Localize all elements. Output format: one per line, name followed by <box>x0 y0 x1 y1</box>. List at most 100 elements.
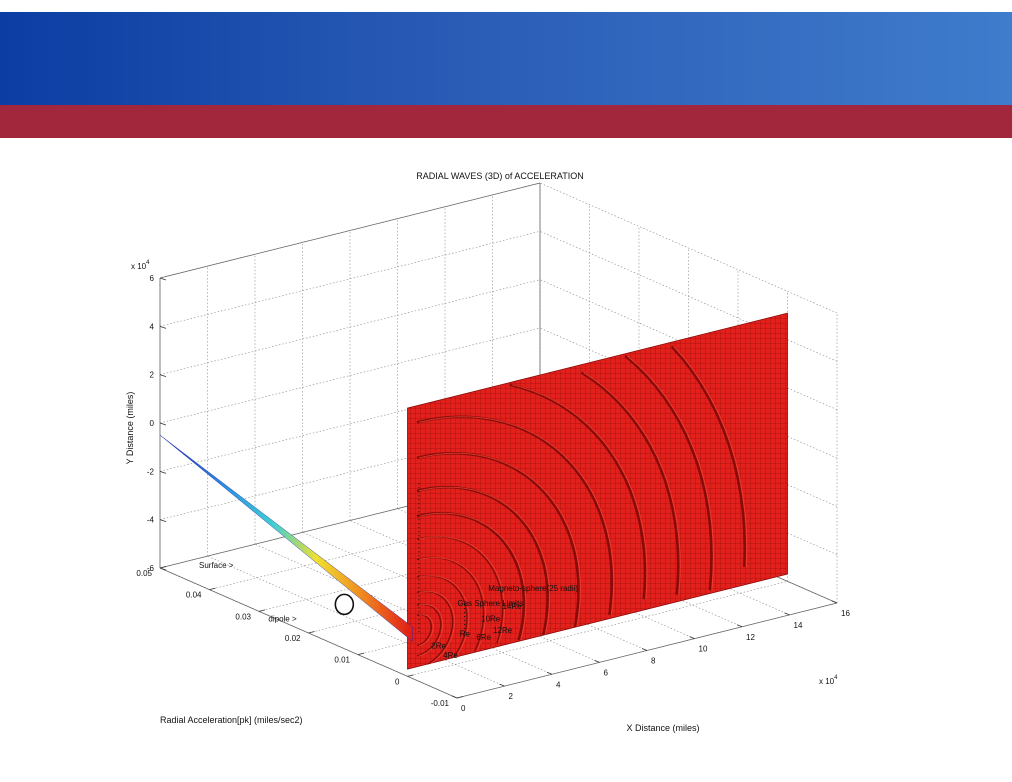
x-tick-mark <box>499 683 505 687</box>
annotation-6re: 6Re <box>476 633 491 642</box>
y-tick-label: -2 <box>147 467 155 476</box>
z-axis-ticks: -0.01 0 0.01 0.02 0.03 0.04 0.05 <box>136 566 464 708</box>
y-tick-mark <box>159 277 167 281</box>
y-axis-ticks: -6 -4 -2 0 2 4 6 <box>147 274 167 573</box>
y-tick-label: 2 <box>150 371 155 380</box>
grid-line <box>254 543 553 675</box>
x-tick-label: 2 <box>509 692 514 701</box>
annotation-dipole: dipole > <box>268 615 297 624</box>
y-tick-label: 6 <box>150 274 155 283</box>
ripple-ring <box>416 603 442 657</box>
grid-line <box>159 182 541 279</box>
z-tick-mark <box>357 652 365 656</box>
z-tick-label: 0.05 <box>136 569 152 578</box>
grid-line <box>456 602 838 699</box>
ripple-highlight <box>673 346 748 568</box>
x-tick-label: 12 <box>746 633 755 642</box>
grid-line <box>159 231 541 327</box>
y-tick-label: -6 <box>147 564 155 573</box>
y-axis-label: Y Distance (miles) <box>125 392 135 465</box>
x-axis-label: X Distance (miles) <box>626 723 699 733</box>
annotation-gas-sphere-limits: Gas Sphere Limits <box>457 599 523 608</box>
z-tick-label: 0.03 <box>235 612 251 621</box>
x-tick-label: 6 <box>604 668 609 677</box>
z-tick-mark <box>258 609 266 612</box>
x-tick-mark <box>689 636 695 639</box>
annotation-12re: 12Re <box>493 626 513 635</box>
ripple-highlight <box>418 557 487 652</box>
ripple-highlight <box>418 536 506 644</box>
ripple-highlight <box>418 512 527 641</box>
acceleration-surface <box>159 312 788 670</box>
ripple-ring <box>580 371 680 595</box>
x-tick-label: 10 <box>699 645 708 654</box>
ripple-highlight <box>511 384 648 600</box>
annotation-14re: 14Re <box>503 602 523 611</box>
z-tick-mark <box>308 631 315 634</box>
y-tick-label: 4 <box>150 322 155 331</box>
surface-plot: RADIAL WAVES (3D) of ACCELERATION -6 -4 -2… <box>125 171 850 733</box>
z-tick-mark <box>407 674 414 677</box>
x-tick-label: 14 <box>794 621 803 630</box>
ripple-highlight <box>418 614 434 647</box>
ripple-ring <box>624 354 713 591</box>
ripple-highlight <box>418 486 551 636</box>
y-exponent: x 104 <box>131 260 150 271</box>
surface-sheet <box>407 312 788 670</box>
grid-line <box>159 327 541 424</box>
ripple-highlight <box>418 416 615 615</box>
ripple-highlight <box>583 371 681 595</box>
x-exponent: x 104 <box>819 675 838 686</box>
x-tick-mark <box>451 695 458 699</box>
grid-line <box>407 581 788 677</box>
ripple-highlight <box>418 603 444 657</box>
z-axis-label: Radial Acceleration[pk] (miles/sec2) <box>160 715 303 725</box>
annotation-2re: 2Re <box>431 642 446 651</box>
y-tick-mark <box>159 422 167 426</box>
x-tick-label: 4 <box>556 680 561 689</box>
x-tick-mark <box>736 624 743 628</box>
annotation-magneto-sphere-25-radii: Magneto-sphere(25 radii) <box>488 584 578 593</box>
x-tick-mark <box>784 612 790 616</box>
acceleration-spike <box>159 434 413 642</box>
y-tick-label: 0 <box>150 419 155 428</box>
x-tick-mark <box>594 660 600 663</box>
annotation-re: Re <box>460 630 471 639</box>
y-tick-label: -4 <box>147 516 155 525</box>
z-tick-mark <box>456 696 464 699</box>
z-tick-label: -0.01 <box>431 699 450 708</box>
x-tick-mark <box>831 600 838 604</box>
z-tick-label: 0.04 <box>186 591 202 600</box>
y-tick-mark <box>159 374 167 378</box>
grid-line <box>207 555 505 687</box>
grid-line <box>539 182 838 314</box>
header-blue-band <box>0 12 1012 105</box>
y-tick-mark <box>159 470 167 474</box>
dipole-circle <box>334 593 355 616</box>
z-tick-label: 0.01 <box>334 656 350 665</box>
x-tick-label: 8 <box>651 657 656 666</box>
z-tick-label: 0 <box>395 677 400 686</box>
annotation-4re: 4Re <box>443 651 458 660</box>
ripple-ring <box>670 345 747 568</box>
x-tick-mark <box>546 671 553 675</box>
ripple-highlight <box>418 590 456 665</box>
y-tick-mark <box>159 325 167 329</box>
x-tick-mark <box>641 648 648 651</box>
ripple-highlight <box>418 575 470 658</box>
annotation-surface: Surface > <box>199 561 234 570</box>
z-tick-mark <box>209 587 216 591</box>
header-red-band <box>0 105 1012 138</box>
x-tick-label: 16 <box>841 609 850 618</box>
ripple-highlight <box>626 355 715 591</box>
chart-title: RADIAL WAVES (3D) of ACCELERATION <box>416 171 584 181</box>
grid-line <box>159 279 541 375</box>
annotation-10re: 10Re <box>481 615 501 624</box>
y-tick-mark <box>159 519 167 523</box>
z-tick-mark <box>159 566 167 569</box>
x-axis-ticks: 0 2 4 6 8 10 12 14 16 <box>451 600 850 713</box>
ripple-highlight <box>418 452 582 627</box>
x-tick-label: 0 <box>461 704 466 713</box>
z-tick-label: 0.02 <box>285 634 301 643</box>
